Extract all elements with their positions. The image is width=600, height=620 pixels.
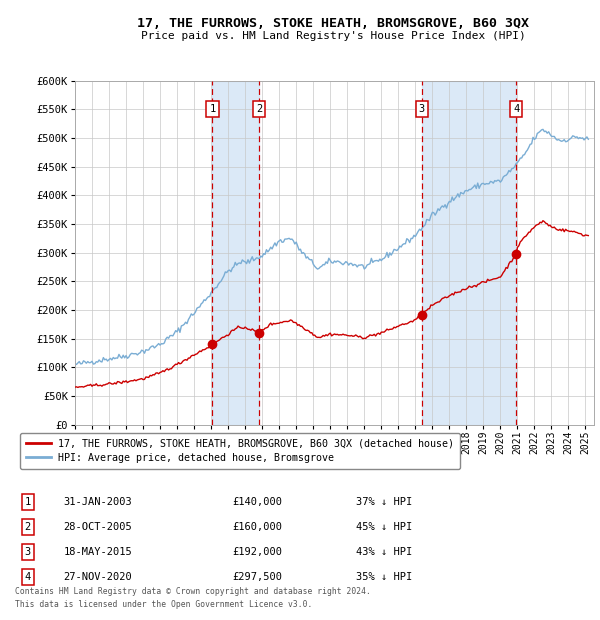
- Bar: [422, 81, 516, 425]
- Text: Contains HM Land Registry data © Crown copyright and database right 2024.: Contains HM Land Registry data © Crown c…: [15, 587, 371, 596]
- Text: 37% ↓ HPI: 37% ↓ HPI: [356, 497, 412, 507]
- Text: 2: 2: [25, 522, 31, 532]
- Text: 35% ↓ HPI: 35% ↓ HPI: [356, 572, 412, 582]
- Text: £140,000: £140,000: [233, 497, 283, 507]
- Legend: 17, THE FURROWS, STOKE HEATH, BROMSGROVE, B60 3QX (detached house), HPI: Average: 17, THE FURROWS, STOKE HEATH, BROMSGROVE…: [20, 433, 460, 469]
- Text: £192,000: £192,000: [233, 547, 283, 557]
- Text: 4: 4: [513, 104, 519, 114]
- Text: Price paid vs. HM Land Registry's House Price Index (HPI): Price paid vs. HM Land Registry's House …: [140, 31, 526, 41]
- Text: 45% ↓ HPI: 45% ↓ HPI: [356, 522, 412, 532]
- Text: £297,500: £297,500: [233, 572, 283, 582]
- Text: This data is licensed under the Open Government Licence v3.0.: This data is licensed under the Open Gov…: [15, 600, 313, 609]
- Bar: [212, 81, 259, 425]
- Text: 31-JAN-2003: 31-JAN-2003: [64, 497, 133, 507]
- Text: 1: 1: [25, 497, 31, 507]
- Text: 18-MAY-2015: 18-MAY-2015: [64, 547, 133, 557]
- Text: 43% ↓ HPI: 43% ↓ HPI: [356, 547, 412, 557]
- Text: 17, THE FURROWS, STOKE HEATH, BROMSGROVE, B60 3QX: 17, THE FURROWS, STOKE HEATH, BROMSGROVE…: [137, 17, 529, 30]
- Text: 3: 3: [419, 104, 425, 114]
- Text: 28-OCT-2005: 28-OCT-2005: [64, 522, 133, 532]
- Text: 2: 2: [256, 104, 262, 114]
- Text: 27-NOV-2020: 27-NOV-2020: [64, 572, 133, 582]
- Text: 4: 4: [25, 572, 31, 582]
- Text: 3: 3: [25, 547, 31, 557]
- Text: 1: 1: [209, 104, 215, 114]
- Text: £160,000: £160,000: [233, 522, 283, 532]
